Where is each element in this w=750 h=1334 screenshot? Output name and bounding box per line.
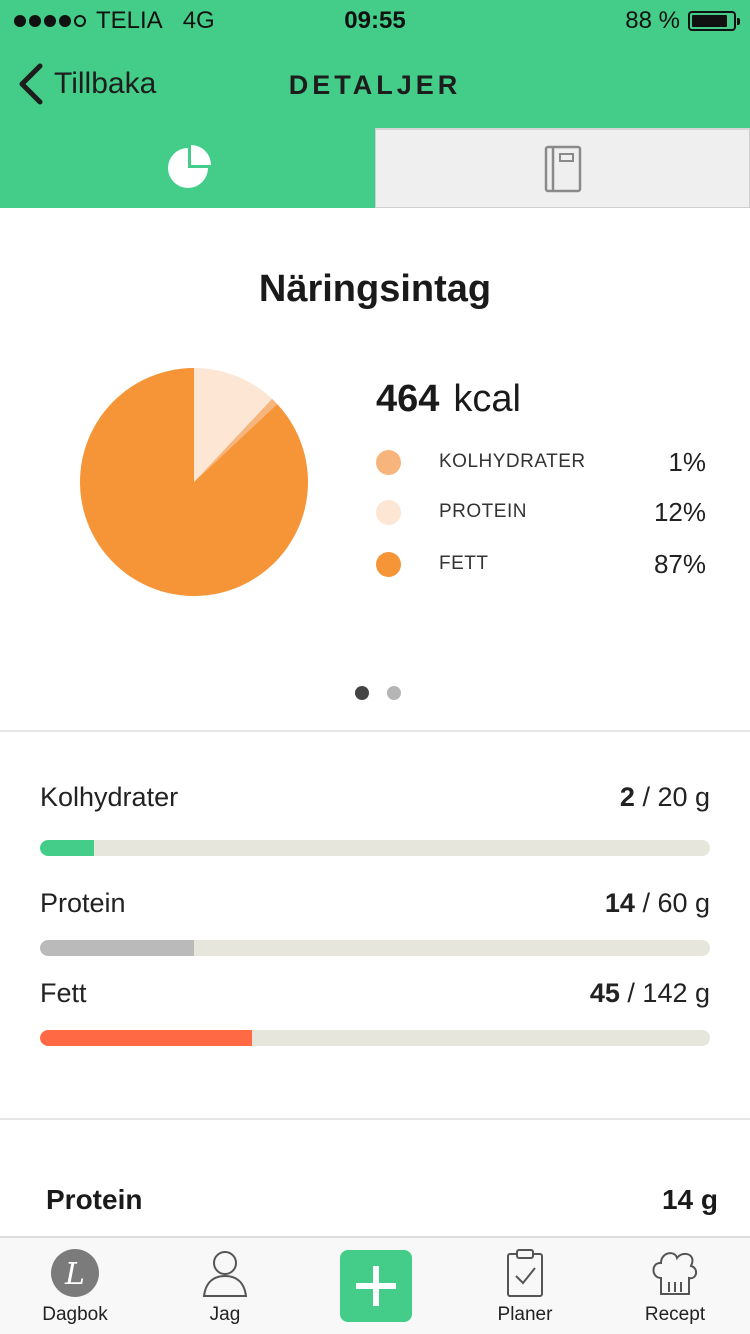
legend-item-fat: FETT 87%: [376, 547, 706, 581]
pie-slice-carbs: [194, 398, 278, 482]
pie-slice-protein: [194, 368, 273, 482]
network-type: 4G: [182, 7, 215, 34]
legend-item-protein: PROTEIN 12%: [376, 495, 706, 529]
legend-label: PROTEIN: [439, 501, 527, 522]
navigation-bar: Tillbaka DETALJER: [0, 40, 750, 128]
clipboard-icon: [507, 1249, 543, 1297]
tab-label: Recept: [644, 1304, 706, 1325]
legend-item-carbs: KOLHYDRATER 1%: [376, 445, 706, 479]
macro-amount: 45 / 142 g: [589, 978, 710, 1008]
status-right: 88 %: [625, 7, 740, 35]
nutrition-title: Näringsintag: [258, 268, 492, 310]
protein-progress-bar: [40, 940, 710, 956]
fat-progress-bar: [40, 1030, 710, 1046]
tab-label: Dagbok: [42, 1304, 108, 1325]
clock: 09:55: [344, 7, 406, 34]
add-button[interactable]: [340, 1250, 412, 1322]
legend-swatch: [376, 449, 401, 475]
legend-swatch: [376, 551, 401, 577]
view-switcher: [0, 128, 750, 208]
carrier-name: TELIA: [96, 7, 163, 34]
carbs-progress-bar: [40, 840, 710, 856]
calorie-unit: kcal: [453, 378, 521, 420]
divider: [0, 730, 750, 732]
legend-percent: 12%: [653, 496, 706, 527]
status-left: TELIA 4G: [14, 7, 215, 35]
page-title: DETALJER: [288, 70, 462, 100]
tab-jag[interactable]: Jag: [150, 1238, 300, 1334]
macro-protein: Protein 14 / 60 g: [40, 888, 710, 919]
macro-amount: 14 / 60 g: [604, 888, 710, 918]
nutrition-pie-chart: [79, 368, 308, 596]
macro-carbs: Kolhydrater 2 / 20 g: [40, 782, 710, 813]
macro-fat: Fett 45 / 142 g: [40, 978, 710, 1009]
nutrient-detail-row: Protein 14 g: [46, 1184, 718, 1216]
tab-planer[interactable]: Planer: [450, 1238, 600, 1334]
page-dot[interactable]: [387, 686, 401, 700]
tab-label: Jag: [209, 1304, 241, 1325]
battery-percent: 88 %: [625, 7, 680, 34]
divider: [0, 1118, 750, 1120]
legend-swatch: [376, 499, 401, 525]
battery-icon: [688, 11, 740, 31]
diary-icon: L: [51, 1249, 99, 1297]
legend-label: FETT: [439, 553, 489, 574]
person-icon: [202, 1251, 248, 1297]
status-bar: TELIA 4G 09:55 88 %: [0, 0, 750, 40]
notebook-icon: [544, 145, 581, 192]
macro-name: Fett: [40, 978, 87, 1008]
macro-amount: 2 / 20 g: [619, 782, 710, 812]
signal-strength-icon: [14, 15, 86, 27]
tab-dagbok[interactable]: L Dagbok: [0, 1238, 150, 1334]
chef-hat-icon: [652, 1252, 697, 1295]
macro-name: Kolhydrater: [40, 782, 179, 812]
page-dot-active[interactable]: [355, 686, 369, 700]
page-indicator[interactable]: [355, 686, 401, 700]
pie-slice-fat: [79, 368, 308, 596]
legend-label: KOLHYDRATER: [439, 451, 586, 472]
chevron-left-icon: [19, 63, 43, 105]
pie-chart-icon: [167, 145, 211, 188]
macro-name: Protein: [40, 888, 126, 918]
calorie-total: 464 kcal: [376, 378, 521, 421]
tab-nutrition-chart[interactable]: [0, 128, 375, 208]
nutrient-value: 14 g: [661, 1184, 718, 1215]
back-label: Tillbaka: [54, 67, 157, 100]
tab-label: Planer: [497, 1304, 553, 1325]
legend-percent: 1%: [668, 446, 706, 477]
calorie-value: 464: [376, 378, 440, 420]
legend-percent: 87%: [653, 548, 706, 579]
back-button[interactable]: Tillbaka: [14, 62, 156, 106]
tab-notebook[interactable]: [375, 128, 750, 208]
tab-recept[interactable]: Recept: [600, 1238, 750, 1334]
bottom-tab-bar: L Dagbok Jag Planer Recept: [0, 1236, 750, 1334]
nutrient-label: Protein: [46, 1184, 143, 1215]
svg-text:L: L: [64, 1257, 85, 1292]
